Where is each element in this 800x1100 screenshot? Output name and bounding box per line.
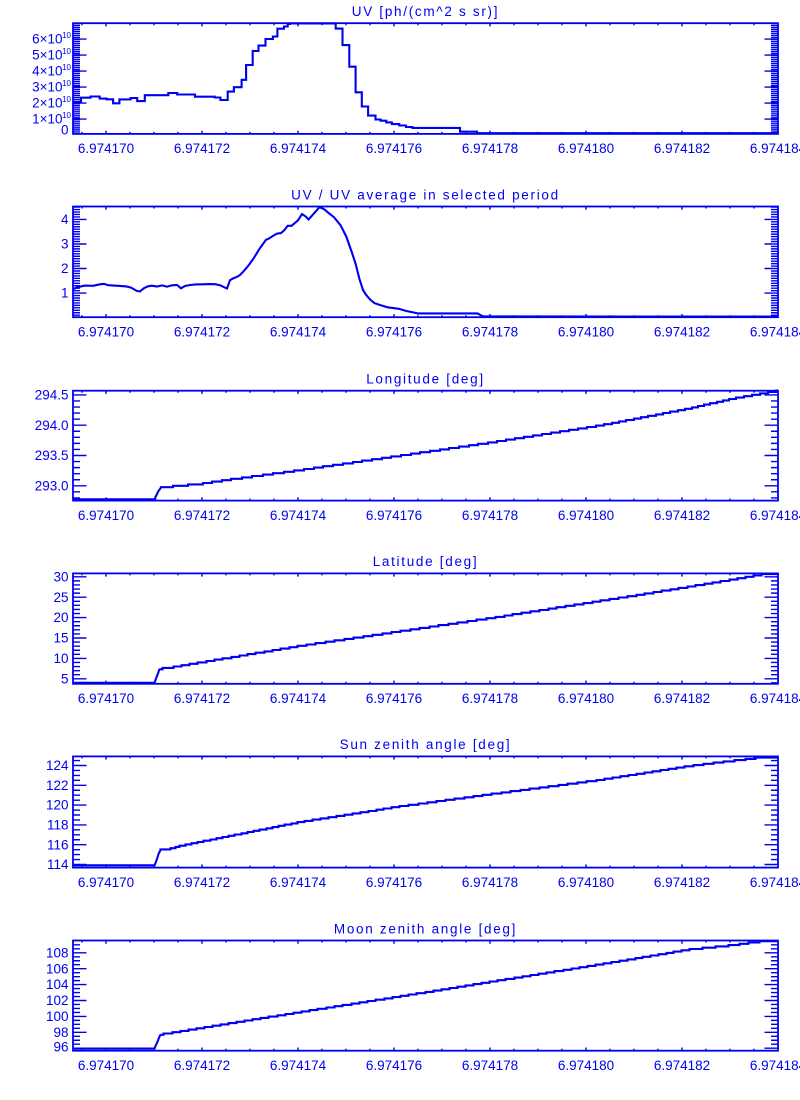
svg-text:0: 0 (61, 123, 69, 138)
svg-text:6.974184: 6.974184 (750, 691, 800, 706)
svg-text:293.0: 293.0 (35, 478, 69, 493)
svg-text:6.974184: 6.974184 (750, 141, 800, 156)
svg-text:6.974172: 6.974172 (174, 691, 230, 706)
svg-text:122: 122 (46, 778, 69, 793)
svg-text:6.974172: 6.974172 (174, 1058, 230, 1073)
svg-text:6.974170: 6.974170 (78, 141, 134, 156)
svg-text:6.974178: 6.974178 (462, 875, 518, 890)
svg-text:6.974172: 6.974172 (174, 141, 230, 156)
svg-text:6.974182: 6.974182 (654, 324, 710, 339)
svg-text:2×10: 2×10 (32, 96, 62, 111)
svg-text:98: 98 (53, 1025, 68, 1040)
svg-text:3: 3 (61, 237, 69, 252)
svg-text:294.5: 294.5 (35, 388, 69, 403)
svg-text:10: 10 (53, 651, 68, 666)
svg-text:6.974182: 6.974182 (654, 875, 710, 890)
svg-text:120: 120 (46, 798, 69, 813)
svg-text:6.974172: 6.974172 (174, 875, 230, 890)
svg-text:6×10: 6×10 (32, 32, 62, 47)
svg-text:1: 1 (61, 286, 69, 301)
svg-text:10: 10 (62, 31, 71, 40)
svg-text:6.974182: 6.974182 (654, 141, 710, 156)
svg-text:UV / UV average in selected pe: UV / UV average in selected period (291, 187, 560, 202)
svg-text:6.974174: 6.974174 (270, 875, 327, 890)
svg-text:3×10: 3×10 (32, 80, 62, 95)
svg-text:6.974178: 6.974178 (462, 141, 518, 156)
svg-text:100: 100 (46, 1009, 69, 1024)
svg-text:6.974180: 6.974180 (558, 691, 614, 706)
svg-text:6.974184: 6.974184 (750, 875, 800, 890)
svg-text:6.974178: 6.974178 (462, 691, 518, 706)
svg-text:6.974174: 6.974174 (270, 691, 327, 706)
svg-text:6.974178: 6.974178 (462, 1058, 518, 1073)
svg-text:2: 2 (61, 261, 69, 276)
svg-text:116: 116 (47, 837, 69, 852)
svg-text:6.974170: 6.974170 (78, 324, 134, 339)
svg-text:6.974176: 6.974176 (366, 508, 422, 523)
svg-text:6.974176: 6.974176 (366, 1058, 422, 1073)
svg-text:6.974180: 6.974180 (558, 508, 614, 523)
svg-text:Latitude [deg]: Latitude [deg] (373, 554, 479, 569)
svg-text:10: 10 (62, 95, 71, 104)
svg-text:Sun zenith angle [deg]: Sun zenith angle [deg] (340, 737, 512, 752)
svg-text:106: 106 (46, 961, 69, 976)
svg-text:6.974174: 6.974174 (270, 141, 327, 156)
svg-text:6.974182: 6.974182 (654, 1058, 710, 1073)
svg-text:6.974170: 6.974170 (78, 508, 134, 523)
svg-text:104: 104 (46, 977, 69, 992)
svg-text:6.974170: 6.974170 (78, 875, 134, 890)
svg-text:4×10: 4×10 (32, 64, 62, 79)
svg-text:6.974170: 6.974170 (78, 691, 134, 706)
svg-text:118: 118 (47, 818, 69, 833)
svg-text:6.974178: 6.974178 (462, 508, 518, 523)
svg-text:6.974180: 6.974180 (558, 1058, 614, 1073)
svg-text:294.0: 294.0 (35, 418, 69, 433)
svg-text:6.974176: 6.974176 (366, 141, 422, 156)
svg-text:6.974176: 6.974176 (366, 691, 422, 706)
svg-text:6.974172: 6.974172 (174, 324, 230, 339)
svg-text:5×10: 5×10 (32, 48, 62, 63)
svg-text:Moon zenith angle [deg]: Moon zenith angle [deg] (334, 921, 517, 936)
svg-text:6.974182: 6.974182 (654, 508, 710, 523)
svg-text:96: 96 (53, 1040, 68, 1055)
svg-text:6.974180: 6.974180 (558, 875, 614, 890)
svg-text:6.974176: 6.974176 (366, 875, 422, 890)
svg-text:Longitude [deg]: Longitude [deg] (366, 372, 485, 387)
svg-text:10: 10 (62, 63, 71, 72)
svg-text:25: 25 (53, 590, 68, 605)
svg-text:114: 114 (47, 857, 69, 872)
svg-text:6.974184: 6.974184 (750, 324, 800, 339)
svg-text:6.974180: 6.974180 (558, 324, 614, 339)
svg-text:30: 30 (53, 569, 68, 584)
svg-text:UV [ph/(cm^2 s sr)]: UV [ph/(cm^2 s sr)] (352, 4, 499, 19)
svg-text:6.974174: 6.974174 (270, 1058, 327, 1073)
svg-text:124: 124 (46, 758, 69, 773)
svg-text:10: 10 (62, 111, 71, 120)
svg-text:4: 4 (61, 212, 69, 227)
svg-text:6.974184: 6.974184 (750, 508, 800, 523)
svg-text:6.974184: 6.974184 (750, 1058, 800, 1073)
svg-text:6.974172: 6.974172 (174, 508, 230, 523)
svg-text:6.974176: 6.974176 (366, 324, 422, 339)
svg-text:102: 102 (46, 993, 69, 1008)
svg-text:6.974174: 6.974174 (270, 508, 327, 523)
svg-text:15: 15 (53, 631, 68, 646)
svg-text:20: 20 (53, 610, 68, 625)
svg-text:5: 5 (61, 671, 69, 686)
svg-text:10: 10 (62, 79, 71, 88)
svg-text:6.974180: 6.974180 (558, 141, 614, 156)
svg-text:10: 10 (62, 47, 71, 56)
svg-text:293.5: 293.5 (35, 448, 69, 463)
svg-text:6.974182: 6.974182 (654, 691, 710, 706)
svg-text:6.974174: 6.974174 (270, 324, 327, 339)
svg-text:6.974178: 6.974178 (462, 324, 518, 339)
svg-text:6.974170: 6.974170 (78, 1058, 134, 1073)
svg-text:108: 108 (46, 945, 69, 960)
svg-text:1×10: 1×10 (32, 112, 62, 127)
